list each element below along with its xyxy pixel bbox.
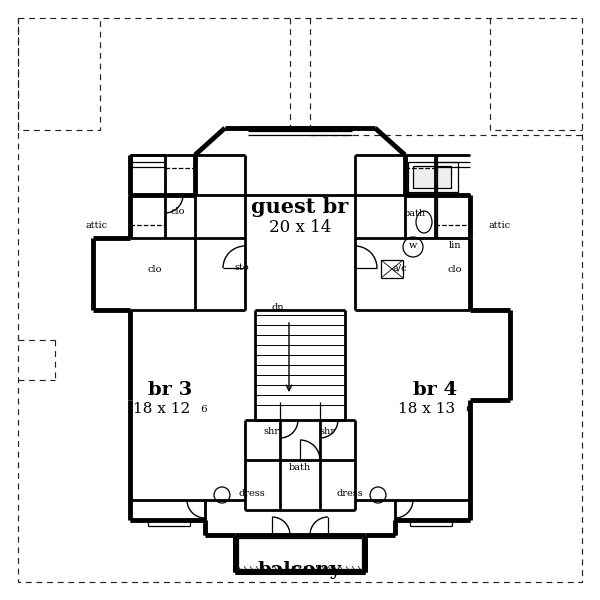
Text: balcony: balcony [258,561,342,579]
Text: 20 x 14: 20 x 14 [269,218,331,235]
Bar [413,166,451,188]
Text: attic: attic [86,221,108,230]
Text: 6: 6 [200,405,206,414]
Text: br 4: br 4 [413,381,457,399]
Text: attic: attic [489,221,511,230]
Text: bath: bath [404,209,426,218]
Text: bath: bath [289,463,311,473]
Text: dn: dn [272,304,284,313]
Ellipse shape [416,211,432,233]
Text: sto: sto [235,263,250,272]
Text: 18 x 13: 18 x 13 [398,402,455,416]
Text: shr: shr [264,427,280,437]
Text: a/c: a/c [393,263,407,272]
Text: 6: 6 [465,405,472,414]
Text: br 3: br 3 [148,381,192,399]
Text: clo: clo [171,208,185,217]
Text: clo: clo [148,265,162,275]
Text: dress: dress [239,490,265,499]
Text: clo: clo [448,265,462,275]
Text: dress: dress [337,490,364,499]
Circle shape [403,237,423,257]
Text: shr: shr [320,427,336,437]
Text: 18 x 12: 18 x 12 [133,402,191,416]
Text: guest br: guest br [251,197,349,217]
Text: w: w [409,241,417,250]
Bar [408,162,458,192]
Text: lin: lin [449,241,461,250]
Circle shape [370,487,386,503]
Circle shape [214,487,230,503]
